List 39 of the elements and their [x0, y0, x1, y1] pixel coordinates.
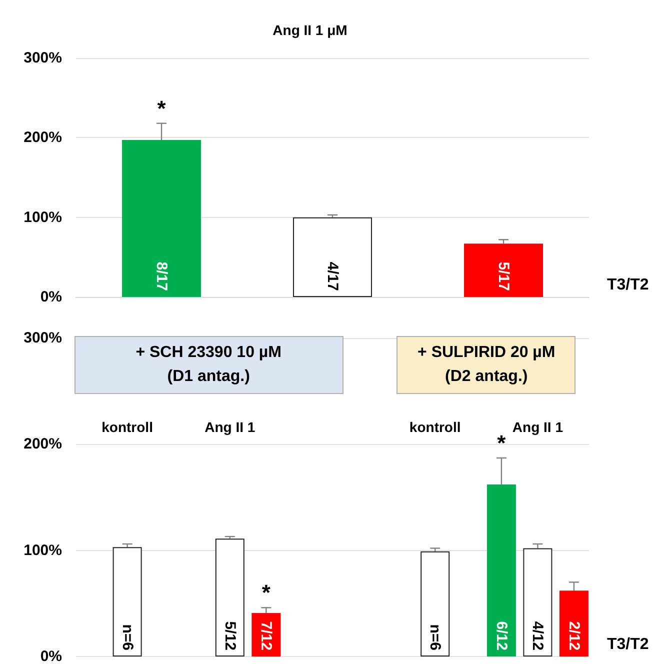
y-tick-label: 200% — [24, 129, 62, 146]
annotation: 5/12 — [221, 621, 238, 650]
note-box: + SULPIRID 20 µM (D2 antag.) — [396, 336, 576, 394]
x-tick-label: kontroll — [102, 419, 153, 435]
bar — [486, 484, 516, 656]
bar — [420, 551, 450, 656]
chart-title: Ang II 1 μM — [272, 22, 348, 38]
annotation: * — [262, 580, 271, 606]
y-tick-label: 100% — [24, 208, 62, 226]
x-tick-label: Ang II 1 — [204, 419, 256, 435]
x-axis-title: T3/T2 — [607, 276, 649, 294]
bar — [112, 547, 142, 656]
bar — [559, 590, 588, 656]
y-tick-label: 200% — [24, 436, 62, 453]
y-tick-label: 0% — [40, 288, 62, 306]
y-tick-label: 0% — [40, 648, 62, 664]
bar — [215, 538, 244, 656]
annotation: 7/12 — [258, 621, 275, 650]
annotation: 4/17 — [324, 262, 341, 291]
annotation: n=6 — [118, 624, 136, 650]
bar — [523, 548, 552, 656]
annotation: * — [497, 430, 506, 456]
annotation: * — [157, 96, 166, 121]
bar — [122, 140, 201, 297]
bar — [464, 244, 543, 297]
annotation: 5/17 — [495, 262, 512, 291]
bar — [293, 217, 372, 297]
x-axis-title: T3/T2 — [607, 636, 649, 653]
x-tick-label: kontroll — [409, 419, 461, 435]
y-tick-label: 100% — [24, 542, 62, 559]
annotation: 6/12 — [492, 621, 510, 650]
annotation: n=6 — [426, 624, 444, 650]
x-tick-label: Ang II 1 — [512, 419, 564, 435]
y-tick-label: 300% — [24, 330, 62, 346]
annotation: 4/12 — [529, 621, 546, 650]
annotation: 2/12 — [565, 621, 582, 650]
note-box: + SCH 23390 10 µM (D1 antag.) — [74, 336, 344, 394]
y-tick-label: 300% — [24, 50, 62, 66]
annotation: 8/17 — [153, 262, 170, 291]
